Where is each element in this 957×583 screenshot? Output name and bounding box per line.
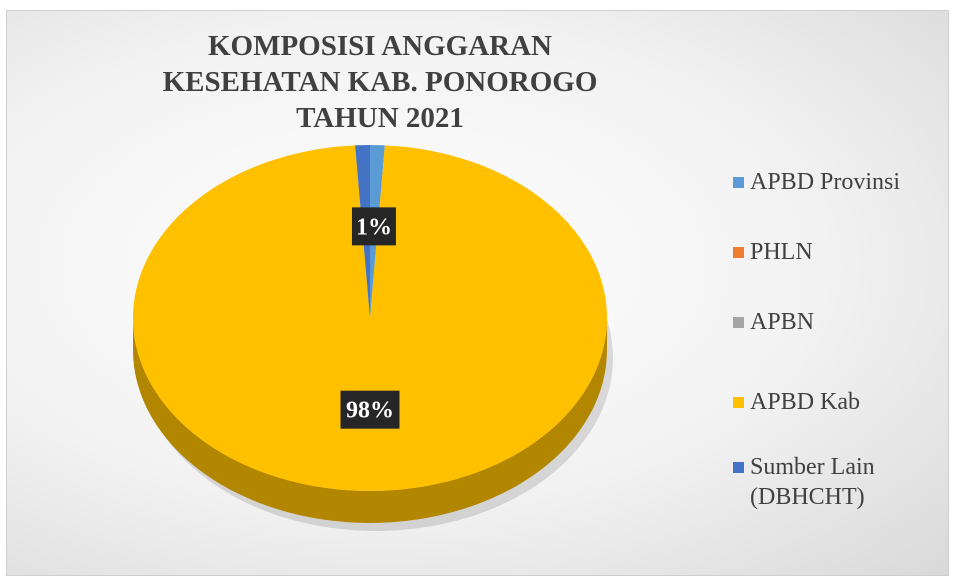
legend-label: APBD Kab (750, 389, 861, 415)
legend-swatch (733, 247, 744, 258)
legend-swatch (733, 397, 744, 408)
legend-item: Sumber Lain (DBHCHT) (733, 452, 935, 512)
chart-title: KOMPOSISI ANGGARAN KESEHATAN KAB. PONORO… (162, 30, 598, 134)
legend-item: APBN (733, 307, 814, 337)
legend-item: APBD Kab (733, 387, 860, 417)
legend-label: PHLN (750, 239, 813, 265)
legend-label: APBD Provinsi (750, 169, 901, 195)
data-label-box (351, 207, 396, 246)
data-label: 1% (356, 214, 392, 240)
legend-item: PHLN (733, 237, 813, 267)
pie-side (133, 318, 607, 523)
data-label-box (340, 390, 400, 429)
legend-swatch (733, 177, 744, 188)
legend-swatch (733, 317, 744, 328)
pie-slice (132, 145, 607, 491)
legend-label: APBN (750, 309, 815, 335)
legend-item: APBD Provinsi (733, 167, 900, 197)
legend-label: Sumber Lain (DBHCHT) (750, 454, 875, 510)
legend-swatch (733, 462, 744, 473)
data-label: 98% (346, 398, 394, 424)
